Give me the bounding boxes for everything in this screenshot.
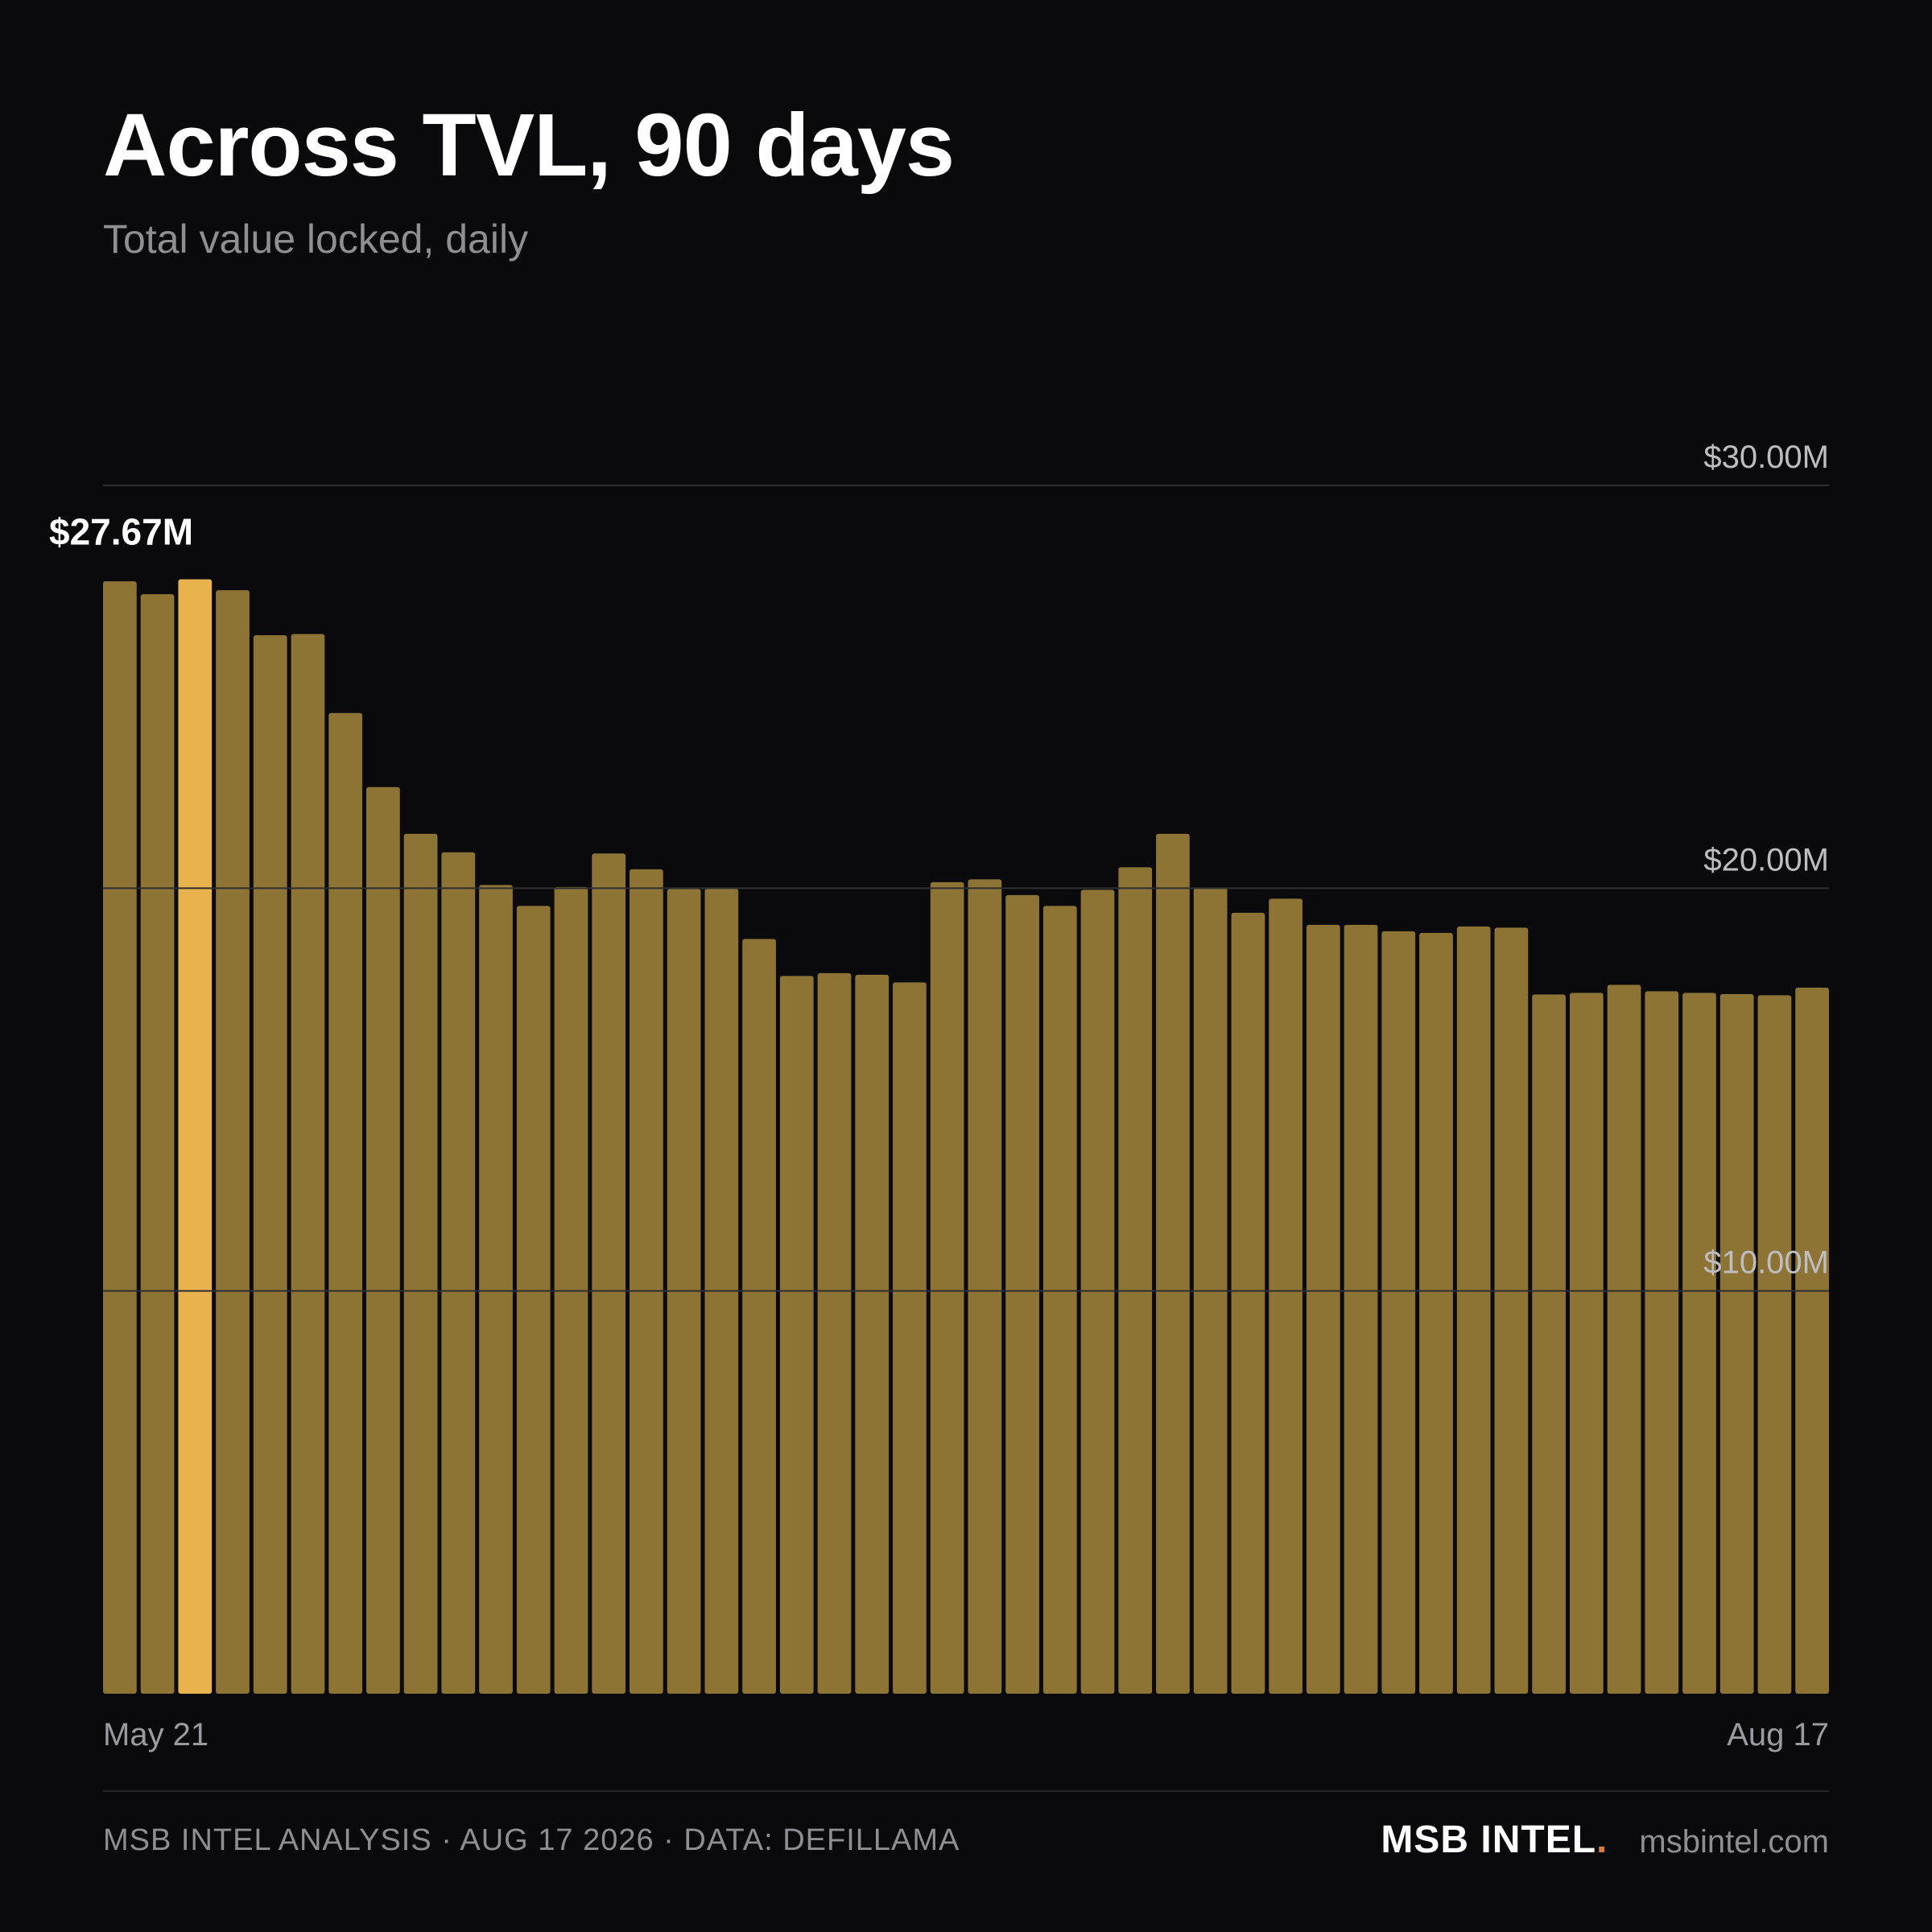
bar [328,712,363,1695]
bar [1569,993,1604,1694]
bar [1344,924,1378,1694]
brand-name: MSB INTEL [1381,1818,1597,1861]
bar [403,833,438,1694]
bar [1005,894,1039,1694]
y-tick-label: $10.00M [1703,1245,1829,1281]
y-tick-label: $20.00M [1703,842,1829,877]
bar [1607,985,1641,1694]
footer-brand-block: MSB INTEL. msbintel.com [1381,1818,1829,1862]
bar [1456,926,1491,1694]
bar [103,581,137,1694]
x-axis-start-label: May 21 [103,1717,208,1752]
bar [1042,906,1077,1694]
bar [1682,993,1716,1694]
bar [893,982,927,1694]
bar [216,590,250,1694]
bar [1494,927,1529,1694]
highlight-value-label: $27.67M [49,511,193,553]
bar [1645,991,1679,1694]
chart-subtitle: Total value locked, daily [103,217,529,262]
bar [1231,912,1265,1694]
bar [855,974,890,1694]
bar [1381,931,1416,1694]
bar [516,906,551,1694]
footer-source: MSB INTEL ANALYSIS · AUG 17 2026 · DATA:… [103,1823,960,1857]
x-axis-end-label: Aug 17 [1727,1717,1829,1752]
y-tick-label: $30.00M [1703,440,1829,475]
bar-highlight [178,579,213,1694]
bar [1719,993,1754,1694]
bar [1306,924,1340,1694]
bar [140,594,175,1694]
bar [1269,898,1302,1694]
bar [366,786,400,1694]
bar [1757,995,1792,1694]
bar [1156,833,1190,1694]
bar [592,853,626,1694]
bar [630,869,663,1694]
bar [817,972,852,1694]
footer-divider [103,1790,1829,1792]
bar [779,976,814,1694]
bar [1795,987,1829,1694]
bar [479,885,513,1694]
bar [968,879,1002,1694]
bar [441,852,476,1694]
bar [291,634,325,1694]
chart-title: Across TVL, 90 days [103,96,955,195]
brand-dot: . [1596,1818,1608,1861]
bar [1118,867,1153,1694]
bar [930,881,964,1694]
bar [742,939,776,1694]
bar [1532,994,1566,1694]
bar [1419,932,1453,1694]
bar [253,635,287,1694]
site-link[interactable]: msbintel.com [1639,1824,1829,1860]
